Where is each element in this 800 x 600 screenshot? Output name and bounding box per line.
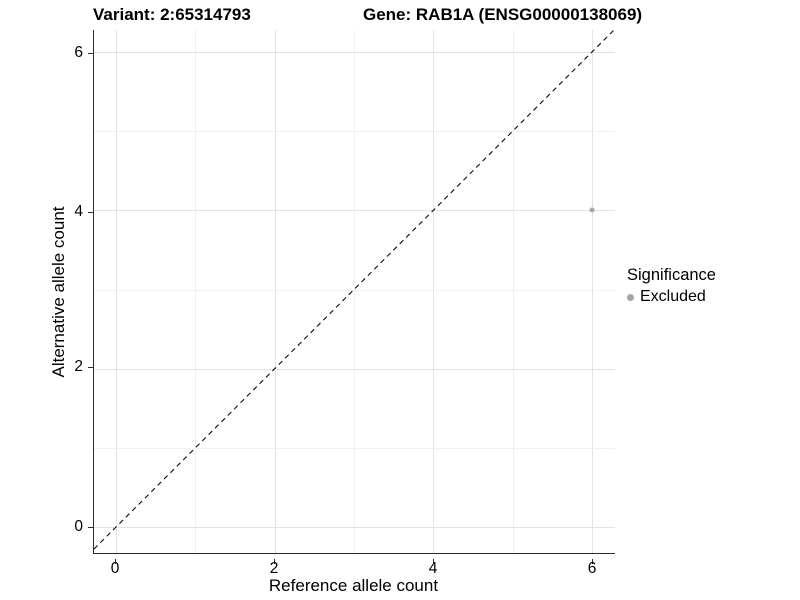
gridline-y4 xyxy=(94,210,615,211)
gridline-y6 xyxy=(94,52,615,53)
gridline-y1 xyxy=(94,448,615,449)
legend: Significance Excluded xyxy=(627,266,716,306)
gridline-x1 xyxy=(195,30,196,553)
x-tick-mark-6 xyxy=(591,559,593,564)
y-tick-label-6: 6 xyxy=(74,44,83,61)
gridline-x6 xyxy=(592,30,593,553)
gridline-x2 xyxy=(275,30,276,553)
legend-marker-icon xyxy=(627,293,634,301)
y-tick-mark-6 xyxy=(88,52,93,54)
x-tick-label-0: 0 xyxy=(110,560,120,577)
x-tick-label-6: 6 xyxy=(587,560,597,577)
x-tick-mark-4 xyxy=(432,559,434,564)
y-tick-label-2: 2 xyxy=(74,358,83,375)
x-axis-label: Reference allele count xyxy=(268,576,439,595)
legend-title: Significance xyxy=(627,266,716,284)
variant-title: Variant: 2:65314793 xyxy=(93,5,251,24)
x-tick-mark-2 xyxy=(273,559,275,564)
y-axis-label: Alternative allele count xyxy=(49,206,68,378)
gridline-x4 xyxy=(433,30,434,553)
gridline-x0 xyxy=(116,30,117,553)
gene-title: Gene: RAB1A (ENSG00000138069) xyxy=(363,5,643,24)
y-tick-label-0: 0 xyxy=(74,518,83,535)
y-tick-mark-4 xyxy=(88,211,93,213)
gridline-x5 xyxy=(513,30,514,553)
plot-panel xyxy=(93,30,615,554)
legend-entry-excluded: Excluded xyxy=(627,288,716,306)
identity-line xyxy=(94,30,615,550)
gridline-x3 xyxy=(354,30,355,553)
y-tick-label-4: 4 xyxy=(74,203,83,220)
gridline-y0 xyxy=(94,527,615,528)
gridline-y2 xyxy=(94,369,615,370)
legend-entry-label: Excluded xyxy=(640,288,706,305)
x-tick-mark-0 xyxy=(114,559,116,564)
y-tick-mark-0 xyxy=(88,526,93,528)
gridline-y3 xyxy=(94,290,615,291)
x-tick-label-2: 2 xyxy=(269,560,279,577)
gridline-y5 xyxy=(94,131,615,132)
data-point-excluded xyxy=(589,207,595,213)
x-tick-label-4: 4 xyxy=(428,560,438,577)
y-tick-mark-2 xyxy=(88,366,93,368)
